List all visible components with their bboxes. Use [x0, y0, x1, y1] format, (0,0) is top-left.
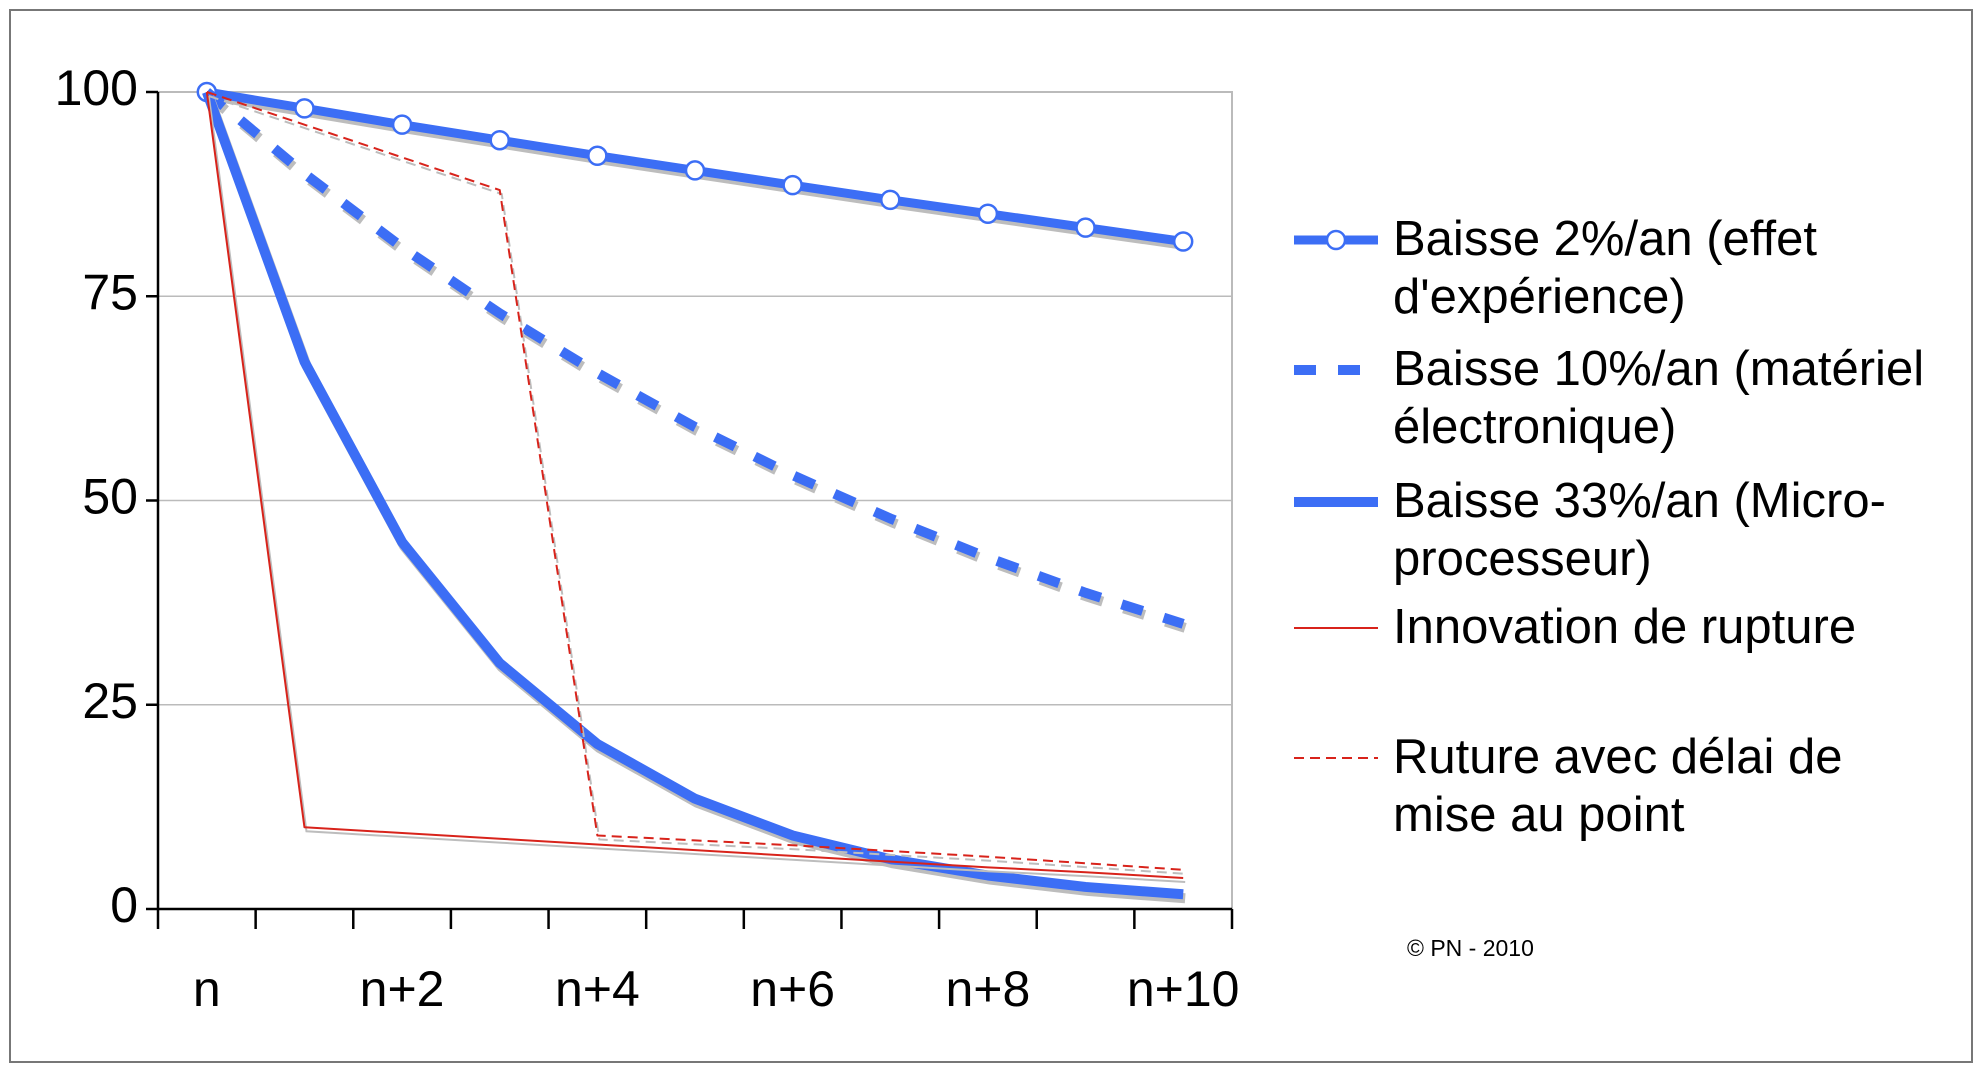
- marker: [1172, 231, 1194, 252]
- series-line: [206, 91, 1184, 871]
- series-line: [205, 91, 1184, 879]
- x-tick-label: n+2: [360, 961, 445, 1017]
- marker: [684, 160, 706, 181]
- y-tick-label: 25: [82, 673, 138, 729]
- y-tick-label: 50: [82, 469, 138, 525]
- x-tick-label: n: [193, 961, 221, 1017]
- series-shadow: [207, 95, 1186, 883]
- marker: [880, 189, 901, 211]
- marker: [977, 203, 999, 224]
- x-tick-label: n+4: [555, 961, 640, 1017]
- series-line: [203, 88, 1185, 629]
- annotation: © PN - 2010: [1407, 935, 1534, 961]
- y-tick-label: 0: [110, 877, 138, 933]
- marker: [587, 145, 608, 166]
- marker: [1075, 217, 1096, 238]
- frame: [9, 9, 1973, 1063]
- y-tick-label: 75: [82, 264, 138, 320]
- legend-label: Baisse 10%/an (matériel électronique): [1393, 342, 1925, 454]
- legend-label: Innovation de rupture: [1393, 600, 1857, 654]
- marker: [391, 114, 413, 135]
- series-line: [202, 90, 1184, 900]
- x-tick-label: n+8: [945, 961, 1030, 1017]
- y-tick-label: 100: [55, 60, 138, 116]
- legend-marker: [1325, 229, 1347, 251]
- series-shadow: [208, 95, 1186, 875]
- legend-label: Baisse 33%/an (Micro-processeur): [1393, 474, 1886, 586]
- marker: [489, 129, 510, 151]
- series-shadow: [205, 92, 1187, 633]
- legend-label: Ruture avec délai de mise au point: [1393, 730, 1843, 842]
- x-tick-label: n+10: [1127, 961, 1240, 1017]
- x-tick-label: n+6: [750, 961, 835, 1017]
- legend-label: Baisse 2%/an (effet d'expérience): [1393, 212, 1818, 324]
- marker: [782, 174, 803, 196]
- marker: [294, 98, 315, 119]
